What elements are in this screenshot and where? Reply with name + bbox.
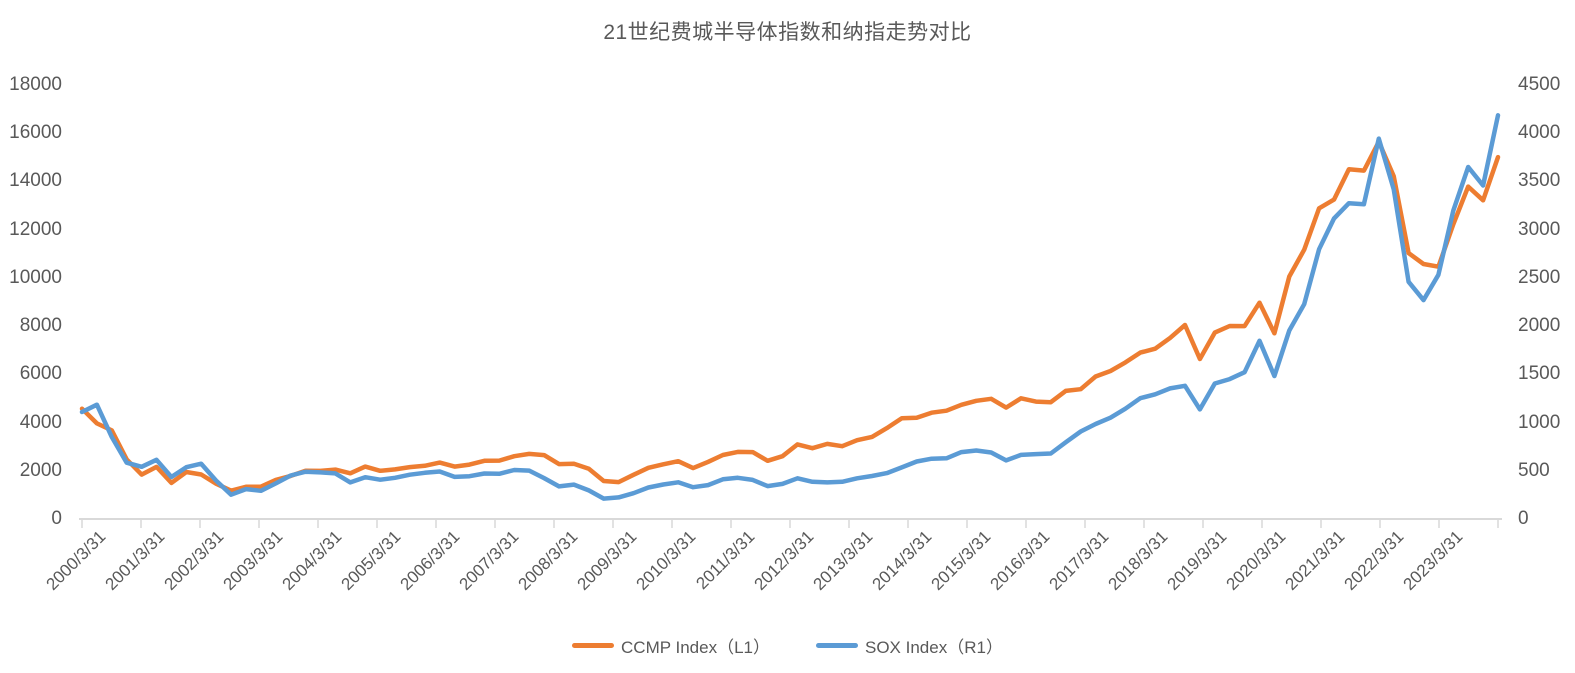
y-axis-left-tick-label: 16000: [9, 122, 62, 144]
y-axis-right-tick-label: 1500: [1518, 363, 1561, 385]
legend-item-ccmp: CCMP Index（L1）: [572, 633, 770, 658]
y-axis-left-tick-label: 0: [51, 508, 62, 529]
y-axis-right-tick-label: 3500: [1518, 170, 1561, 192]
y-axis-right-tick-label: 500: [1518, 459, 1550, 481]
y-axis-left-tick-label: 8000: [19, 315, 62, 337]
sox-index-line: [79, 113, 1501, 501]
y-axis-left-tick-label: 12000: [9, 218, 62, 240]
legend: CCMP Index（L1） SOX Index（R1）: [0, 633, 1575, 658]
y-axis-right-tick-label: 1000: [1518, 411, 1561, 433]
y-axis-right-tick-label: 4000: [1518, 122, 1561, 144]
y-axis-left-tick-label: 10000: [9, 266, 62, 288]
chart-title: 21世纪费城半导体指数和纳指走势对比: [603, 21, 972, 44]
ccmp-index-line: [79, 139, 1501, 493]
legend-label-sox: SOX Index（R1）: [865, 638, 1003, 657]
y-axis-left-tick-label: 18000: [9, 74, 62, 95]
ccmp-line-swatch-icon: [572, 643, 615, 648]
y-axis-left-tick-label: 2000: [19, 459, 62, 481]
y-axis-right-tick-label: 3000: [1518, 218, 1561, 240]
y-axis-right-tick-label: 2500: [1518, 266, 1561, 288]
legend-item-sox: SOX Index（R1）: [816, 633, 1003, 658]
legend-label-ccmp: CCMP Index（L1）: [621, 638, 770, 657]
y-axis-right-tick-label: 4500: [1518, 74, 1561, 95]
y-axis-left-tick-label: 14000: [9, 170, 62, 192]
sox-line-swatch-icon: [816, 643, 858, 648]
y-axis-left-tick-label: 6000: [19, 363, 62, 385]
y-axis-right-tick-label: 2000: [1518, 315, 1561, 337]
y-axis-right-tick-label: 0: [1518, 508, 1529, 529]
y-axis-left-tick-label: 4000: [19, 411, 62, 433]
